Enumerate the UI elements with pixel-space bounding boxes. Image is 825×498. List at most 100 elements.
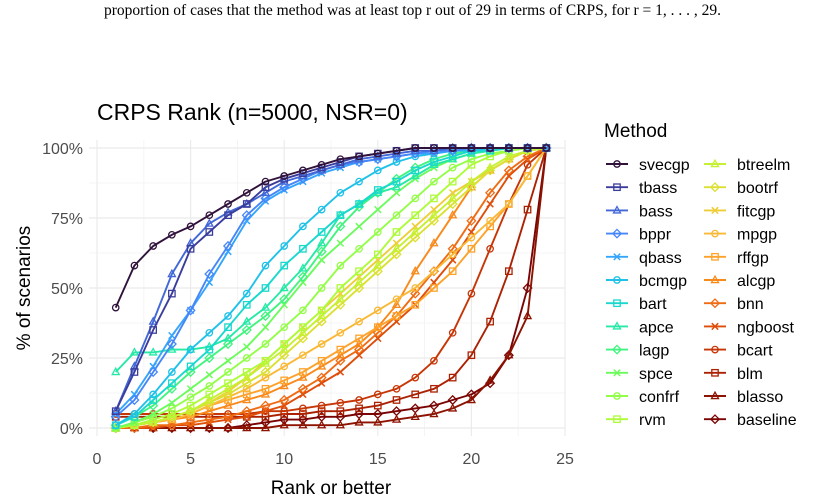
marker-stroke [168, 399, 176, 407]
data-point-bart [317, 228, 326, 236]
data-point-bart [355, 200, 363, 208]
data-point-bnn [166, 420, 177, 431]
data-point-svecgp [224, 200, 232, 208]
data-point-rffgp [261, 384, 270, 393]
data-point-blasso [317, 420, 327, 429]
data-point-blasso [485, 375, 495, 384]
legend-key-marker [711, 368, 719, 377]
data-point-bass [204, 218, 214, 227]
marker-stroke [243, 343, 251, 351]
data-point-bart [242, 300, 251, 309]
data-point-btreelm [410, 226, 420, 236]
data-point-rvm [261, 356, 270, 365]
marker-stroke [205, 278, 214, 287]
data-point-mpgp [467, 233, 476, 242]
data-point-bass [279, 176, 289, 185]
data-point-qbass [168, 331, 176, 340]
data-point-rvm [168, 410, 176, 418]
data-point-apce [410, 170, 420, 180]
legend-item-qbass: qbass [606, 250, 682, 267]
data-point-apce [111, 366, 121, 376]
data-point-lagp [297, 271, 308, 282]
y-tick-label: 25% [51, 351, 83, 368]
marker-stroke [280, 401, 288, 410]
data-point-btreelm [185, 406, 196, 415]
data-point-bcmgp [224, 312, 232, 320]
data-point-btreelm [373, 260, 383, 269]
marker-stroke [411, 222, 419, 231]
data-point-spce [168, 399, 176, 407]
data-point-confrf [373, 228, 382, 236]
data-point-bart [224, 323, 232, 332]
data-point-ngboost [374, 334, 382, 343]
legend-label: bppr [639, 227, 672, 244]
legend-key-marker [711, 345, 719, 354]
legend-item-bass: bass [606, 203, 673, 220]
marker-stroke [261, 323, 270, 331]
x-tick-label: 10 [275, 451, 293, 468]
data-point-bass [148, 316, 158, 325]
data-point-ngboost [280, 401, 288, 410]
data-point-ngboost [299, 390, 307, 399]
chart-title: CRPS Rank (n=5000, NSR=0) [97, 99, 408, 125]
data-point-rvm [355, 267, 363, 276]
x-tick-label: 0 [93, 451, 102, 468]
data-point-lagp [148, 400, 159, 411]
data-point-spce [261, 323, 270, 331]
marker-stroke [317, 256, 326, 264]
x-tick-label: 25 [556, 451, 574, 468]
legend-label: blm [737, 366, 763, 383]
data-point-blasso [522, 310, 533, 320]
marker-stroke [261, 407, 270, 415]
data-point-spce [205, 371, 214, 379]
legend-label: mpgp [737, 227, 777, 244]
data-point-bart [299, 244, 307, 253]
data-point-svecgp [130, 261, 139, 270]
data-point-bnn [466, 215, 477, 226]
marker-stroke [486, 200, 494, 208]
data-point-alcgp [391, 299, 402, 309]
data-point-bnn [222, 411, 234, 422]
data-point-apce [129, 347, 140, 356]
legend-key-marker [612, 205, 622, 214]
data-point-btreelm [335, 294, 345, 303]
legend-label: baseline [737, 412, 797, 429]
data-point-btreelm [466, 176, 477, 185]
legend-label: lagp [639, 343, 669, 360]
data-point-baseline [503, 350, 514, 361]
data-point-rvm [430, 194, 438, 203]
data-point-btreelm [298, 327, 308, 337]
legend-item-bcart: bcart [704, 343, 773, 360]
data-point-tbass [242, 200, 251, 208]
y-tick-label: 75% [51, 211, 83, 228]
data-point-bart [280, 261, 289, 270]
data-point-svecgp [486, 144, 494, 152]
data-point-bootrf [372, 266, 383, 277]
data-point-rvm [242, 368, 251, 376]
data-point-mpgp [336, 328, 345, 337]
data-point-blasso [373, 417, 383, 426]
data-point-blasso [354, 417, 364, 426]
data-point-bcmgp [261, 261, 270, 270]
data-point-rvm [411, 211, 420, 220]
marker-stroke [467, 228, 476, 236]
data-point-baseline [185, 422, 196, 434]
data-point-bppr [148, 366, 159, 378]
data-point-confrf [242, 354, 251, 362]
data-point-btreelm [279, 344, 289, 353]
marker-stroke [261, 197, 270, 205]
data-point-bnn [185, 417, 196, 428]
data-point-bcmgp [355, 177, 363, 186]
data-point-bart [168, 379, 176, 388]
data-point-apce [242, 316, 252, 325]
data-point-mpgp [430, 267, 438, 276]
legend-label: bootrf [737, 180, 778, 197]
data-point-rffgp [467, 244, 476, 253]
data-point-svecgp [168, 230, 176, 239]
data-point-bppr [204, 268, 215, 280]
data-point-bass [335, 159, 345, 169]
legend-key-marker [710, 158, 720, 168]
data-point-mpgp [299, 351, 307, 360]
legend-label: bnn [737, 296, 764, 313]
data-point-tbass [168, 289, 176, 298]
